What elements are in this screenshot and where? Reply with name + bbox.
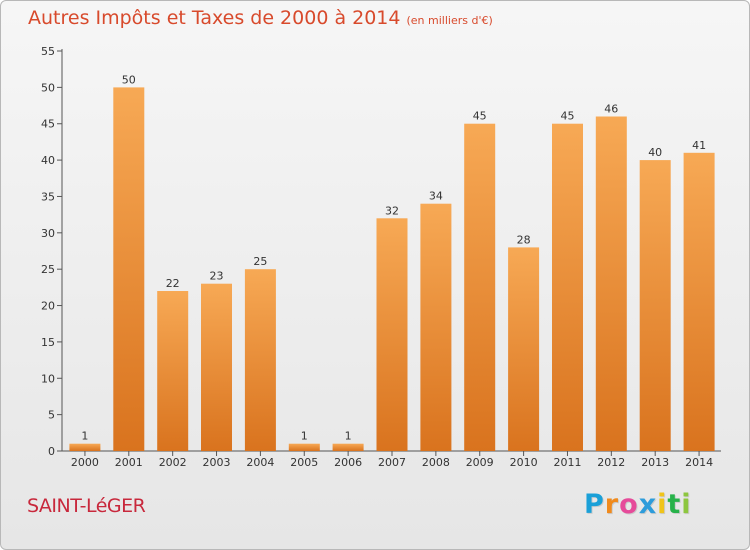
x-tick-label: 2006 xyxy=(334,456,362,469)
data-label-2001: 50 xyxy=(122,73,136,86)
bar-2004 xyxy=(244,269,276,451)
x-tick-label: 2000 xyxy=(71,456,99,469)
data-label-2004: 25 xyxy=(253,255,267,268)
x-tick-label: 2007 xyxy=(378,456,406,469)
data-label-2002: 22 xyxy=(166,277,180,290)
x-tick-label: 2011 xyxy=(554,456,582,469)
bar-2008 xyxy=(420,203,452,451)
bar-2007 xyxy=(376,218,408,451)
bar-2009 xyxy=(464,123,496,451)
data-label-2003: 23 xyxy=(210,270,224,283)
y-tick-label: 0 xyxy=(48,445,55,458)
bar-2012 xyxy=(595,116,627,451)
commune-name: SAINT-LéGER xyxy=(27,495,146,517)
x-tick-label: 2009 xyxy=(466,456,494,469)
y-tick-label: 20 xyxy=(41,300,55,313)
bar-2005 xyxy=(288,443,320,451)
chart-title: Autres Impôts et Taxes de 2000 à 2014 (en… xyxy=(28,7,493,29)
data-label-2009: 45 xyxy=(473,110,487,123)
data-label-2005: 1 xyxy=(301,430,308,443)
bar-2014 xyxy=(683,152,715,452)
bar-2010 xyxy=(508,247,540,451)
y-tick-label: 40 xyxy=(41,154,55,167)
x-tick-label: 2002 xyxy=(159,456,187,469)
data-label-2012: 46 xyxy=(604,103,618,116)
brand-logo: Proxiti xyxy=(584,489,692,520)
x-tick-label: 2010 xyxy=(510,456,538,469)
bar-2002 xyxy=(157,291,189,451)
x-tick-label: 2001 xyxy=(115,456,143,469)
data-label-2008: 34 xyxy=(429,190,443,203)
y-tick-label: 10 xyxy=(41,372,55,385)
x-tick-label: 2013 xyxy=(641,456,669,469)
bar-2000 xyxy=(69,443,101,451)
data-label-2014: 41 xyxy=(692,139,706,152)
chart-subtitle: (en milliers d'€) xyxy=(406,14,493,27)
y-tick-label: 15 xyxy=(41,336,55,349)
data-label-2013: 40 xyxy=(648,146,662,159)
y-tick-label: 45 xyxy=(41,118,55,131)
y-tick-label: 55 xyxy=(41,45,55,58)
x-tick-label: 2012 xyxy=(597,456,625,469)
y-tick-label: 5 xyxy=(48,409,55,422)
data-label-2011: 45 xyxy=(561,110,575,123)
x-tick-label: 2008 xyxy=(422,456,450,469)
y-tick-label: 35 xyxy=(41,190,55,203)
data-label-2006: 1 xyxy=(345,430,352,443)
x-tick-label: 2004 xyxy=(246,456,274,469)
y-tick-label: 50 xyxy=(41,81,55,94)
bar-2013 xyxy=(639,160,671,451)
data-label-2007: 32 xyxy=(385,204,399,217)
x-tick-label: 2003 xyxy=(203,456,231,469)
y-tick-label: 25 xyxy=(41,263,55,276)
y-tick-label: 30 xyxy=(41,227,55,240)
data-label-2010: 28 xyxy=(517,233,531,246)
x-tick-label: 2005 xyxy=(290,456,318,469)
data-label-2000: 1 xyxy=(81,430,88,443)
bar-2011 xyxy=(552,123,583,451)
bar-2001 xyxy=(113,87,145,452)
x-tick-label: 2014 xyxy=(685,456,713,469)
bar-2003 xyxy=(201,283,232,451)
bar-2006 xyxy=(332,443,364,451)
chart-title-text: Autres Impôts et Taxes de 2000 à 2014 xyxy=(28,7,401,29)
